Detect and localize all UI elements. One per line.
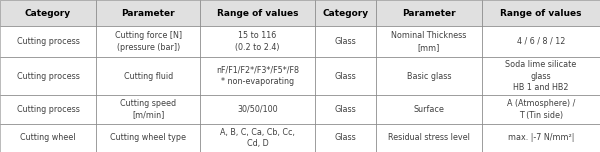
Bar	[376, 0, 482, 26]
Bar	[96, 0, 200, 26]
Text: Range of values: Range of values	[500, 9, 582, 17]
Bar	[315, 124, 376, 152]
Bar	[96, 26, 200, 57]
Text: Cutting wheel: Cutting wheel	[20, 133, 76, 142]
Text: Cutting force [N]
(pressure (bar]): Cutting force [N] (pressure (bar])	[115, 31, 182, 52]
Bar	[482, 0, 600, 26]
Text: Cutting process: Cutting process	[17, 37, 79, 46]
Text: Range of values: Range of values	[217, 9, 298, 17]
Bar	[315, 57, 376, 95]
Text: Cutting process: Cutting process	[17, 105, 79, 114]
Bar	[376, 124, 482, 152]
Bar	[315, 124, 376, 152]
Bar	[376, 57, 482, 95]
Text: A, B, C, Ca, Cb, Cc,
Cd, D: A, B, C, Ca, Cb, Cc, Cd, D	[220, 128, 295, 148]
Bar	[376, 26, 482, 57]
Text: Cutting fluid: Cutting fluid	[124, 71, 173, 81]
Bar	[0, 124, 96, 152]
Text: Parameter: Parameter	[121, 9, 175, 17]
Bar	[200, 95, 315, 124]
Text: max. |-7 N/mm²|: max. |-7 N/mm²|	[508, 133, 574, 142]
Bar	[376, 124, 482, 152]
Text: Glass: Glass	[334, 133, 356, 142]
Bar	[200, 57, 315, 95]
Text: Residual stress level: Residual stress level	[388, 133, 470, 142]
Bar	[0, 0, 96, 26]
Bar	[200, 95, 315, 124]
Text: Cutting speed
[m/min]: Cutting speed [m/min]	[120, 99, 176, 120]
Bar	[0, 95, 96, 124]
Bar	[0, 26, 96, 57]
Text: Cutting process: Cutting process	[17, 71, 79, 81]
Bar	[315, 57, 376, 95]
Bar	[482, 124, 600, 152]
Bar	[376, 57, 482, 95]
Text: Parameter: Parameter	[402, 9, 456, 17]
Text: Soda lime silicate
glass
HB 1 and HB2: Soda lime silicate glass HB 1 and HB2	[505, 60, 577, 92]
Bar	[0, 57, 96, 95]
Bar	[0, 124, 96, 152]
Bar	[96, 57, 200, 95]
Bar	[96, 57, 200, 95]
Bar	[315, 95, 376, 124]
Bar	[200, 124, 315, 152]
Bar	[315, 0, 376, 26]
Bar	[0, 26, 96, 57]
Text: Category: Category	[322, 9, 368, 17]
Bar	[0, 95, 96, 124]
Text: nF/F1/F2*/F3*/F5*/F8
* non-evaporating: nF/F1/F2*/F3*/F5*/F8 * non-evaporating	[216, 66, 299, 86]
Bar	[200, 0, 315, 26]
Text: Nominal Thickness
[mm]: Nominal Thickness [mm]	[391, 31, 467, 52]
Text: Glass: Glass	[334, 37, 356, 46]
Bar	[376, 26, 482, 57]
Bar	[200, 124, 315, 152]
Bar	[96, 95, 200, 124]
Bar	[96, 95, 200, 124]
Bar	[482, 95, 600, 124]
Bar	[482, 124, 600, 152]
Bar	[96, 124, 200, 152]
Bar	[482, 26, 600, 57]
Text: Surface: Surface	[413, 105, 445, 114]
Text: Cutting wheel type: Cutting wheel type	[110, 133, 186, 142]
Bar	[482, 0, 600, 26]
Bar	[482, 95, 600, 124]
Bar	[315, 26, 376, 57]
Bar	[96, 0, 200, 26]
Bar	[200, 0, 315, 26]
Text: Category: Category	[25, 9, 71, 17]
Bar	[200, 26, 315, 57]
Text: Basic glass: Basic glass	[407, 71, 451, 81]
Bar	[96, 124, 200, 152]
Bar	[482, 26, 600, 57]
Text: A (Atmosphere) /
T (Tin side): A (Atmosphere) / T (Tin side)	[507, 99, 575, 120]
Bar	[0, 0, 96, 26]
Bar	[315, 95, 376, 124]
Bar	[0, 57, 96, 95]
Bar	[376, 95, 482, 124]
Bar	[200, 57, 315, 95]
Text: 4 / 6 / 8 / 12: 4 / 6 / 8 / 12	[517, 37, 565, 46]
Text: 30/50/100: 30/50/100	[237, 105, 278, 114]
Text: 15 to 116
(0.2 to 2.4): 15 to 116 (0.2 to 2.4)	[235, 31, 280, 52]
Text: Glass: Glass	[334, 105, 356, 114]
Bar	[96, 26, 200, 57]
Bar	[482, 57, 600, 95]
Bar	[315, 0, 376, 26]
Bar	[376, 95, 482, 124]
Text: Glass: Glass	[334, 71, 356, 81]
Bar	[482, 57, 600, 95]
Bar	[200, 26, 315, 57]
Bar	[315, 26, 376, 57]
Bar	[376, 0, 482, 26]
